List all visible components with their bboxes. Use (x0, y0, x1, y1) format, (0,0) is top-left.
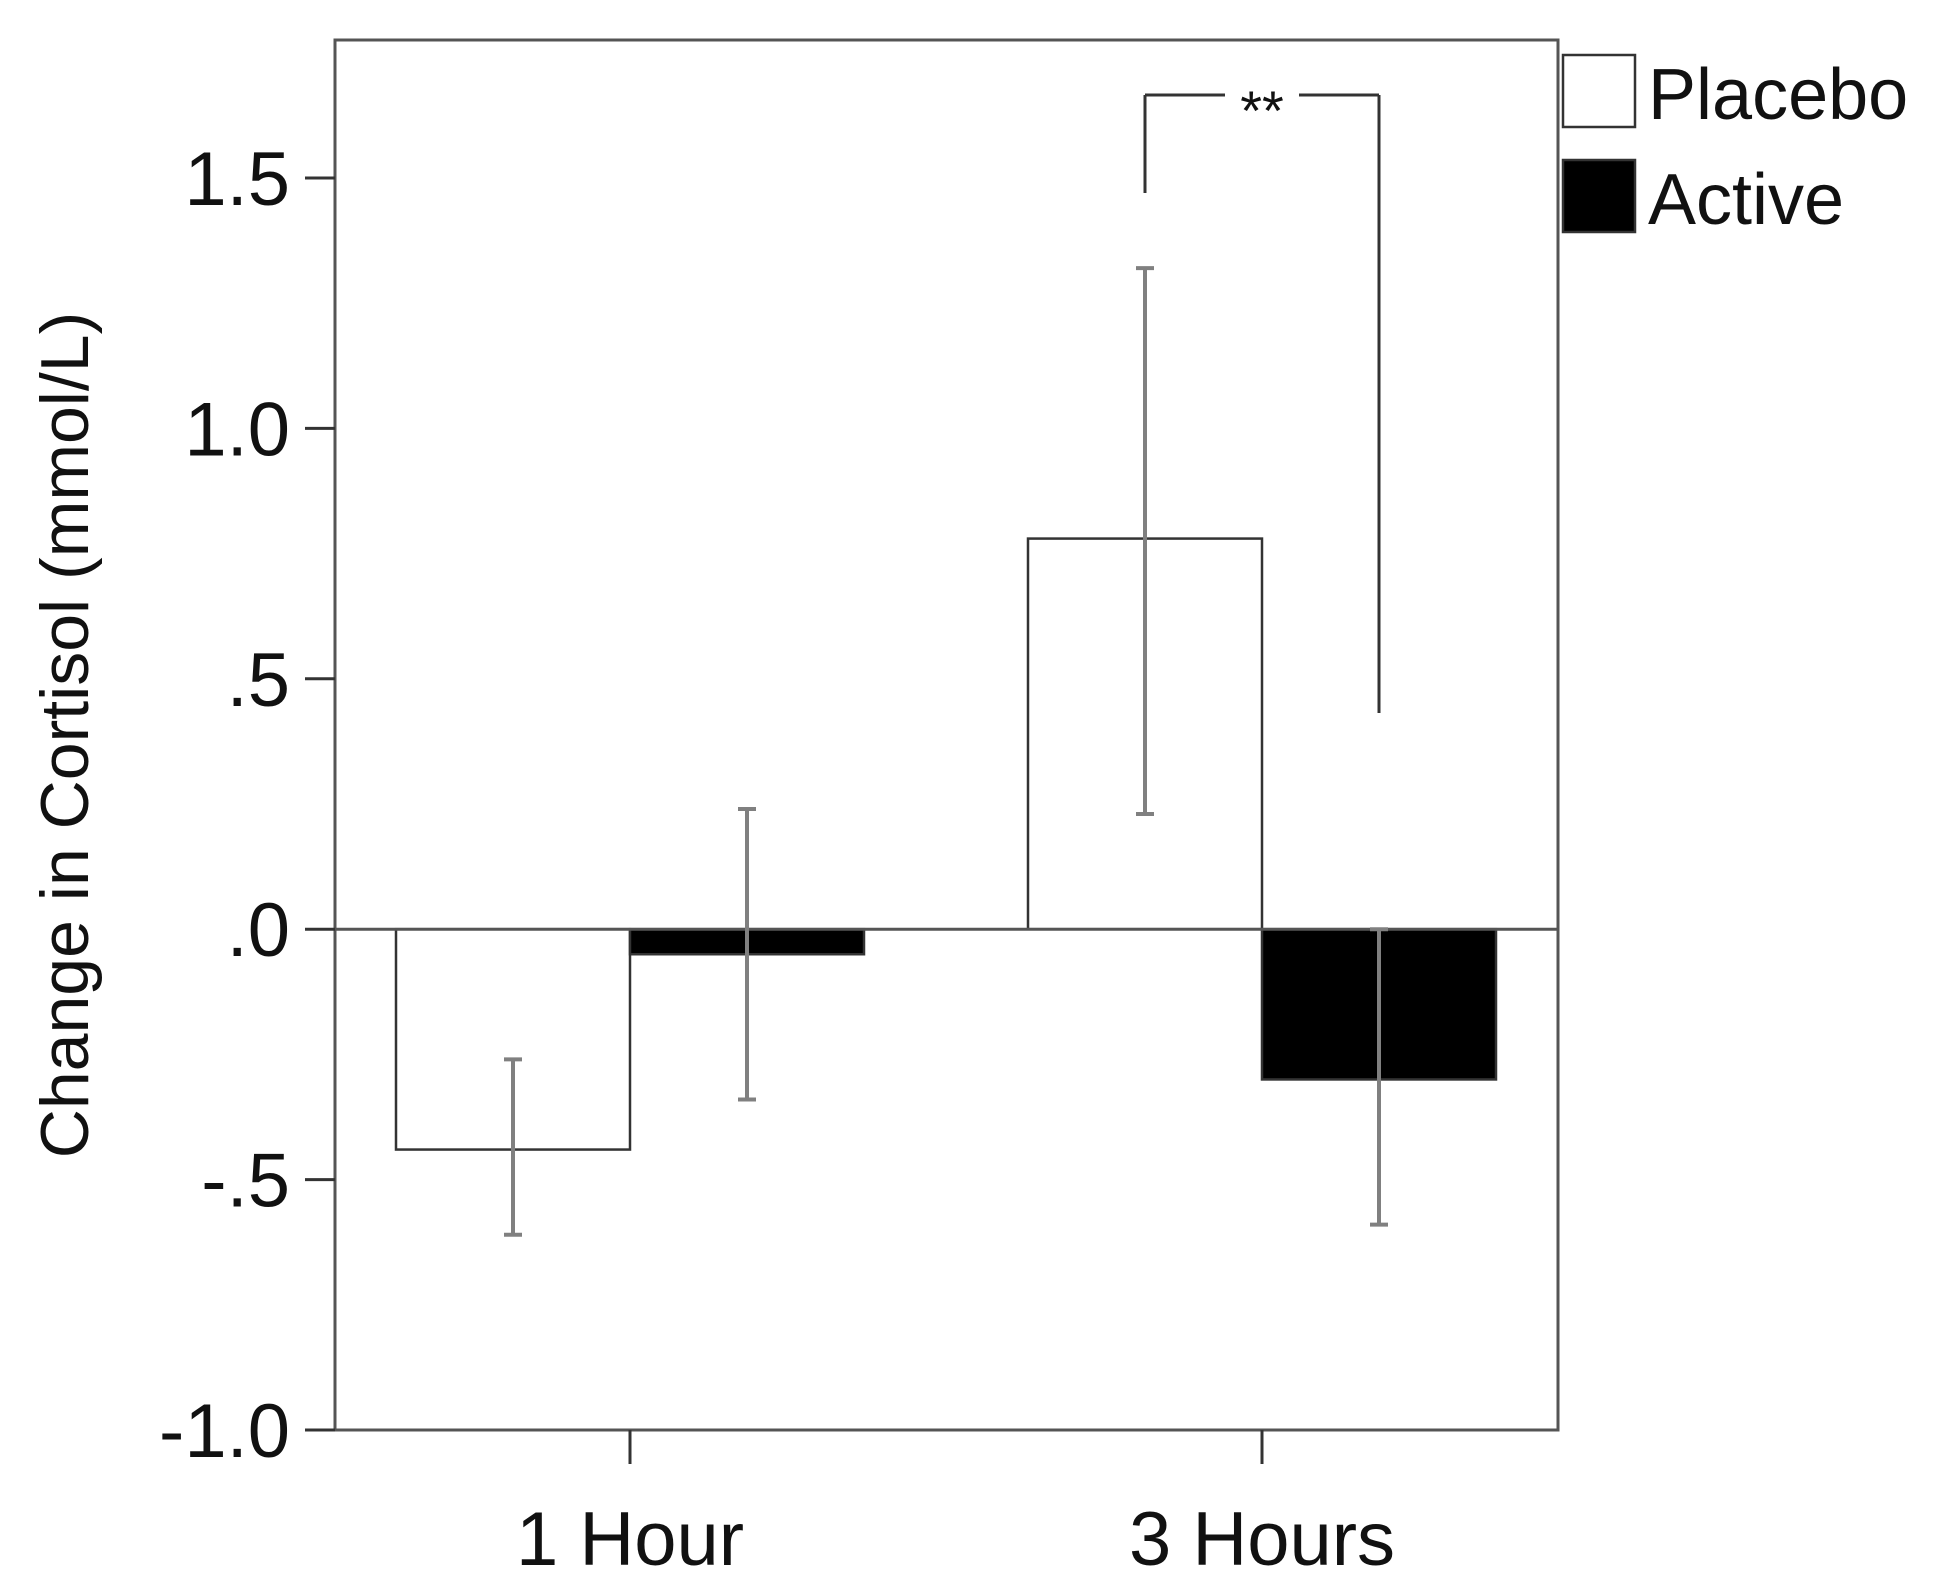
y-tick-label: .0 (227, 888, 290, 973)
plot-frame (333, 38, 1560, 1432)
y-tick-label: 1.5 (184, 137, 290, 222)
x-tick-label: 3 Hours (1129, 1497, 1395, 1582)
legend-swatch-placebo (1561, 53, 1637, 129)
legend: Placebo Active (1561, 53, 1908, 240)
legend-label-active: Active (1648, 160, 1844, 240)
error-bars-layer (504, 266, 1388, 1237)
y-tick-label: -1.0 (159, 1389, 290, 1474)
significance-label: ** (1240, 79, 1284, 142)
x-axis: 1 Hour 3 Hours (516, 1430, 1395, 1582)
y-axis: -1.0 -.5 .0 .5 1.0 1.5 (159, 137, 335, 1474)
y-tick-label: .5 (227, 638, 290, 723)
y-tick-label: 1.0 (184, 387, 290, 472)
y-axis-title: Change in Cortisol (mmol/L) (27, 312, 103, 1159)
y-tick-label: -.5 (201, 1139, 290, 1224)
significance-annotation: ** (1143, 79, 1381, 713)
legend-swatch-active (1561, 158, 1637, 234)
x-tick-label: 1 Hour (516, 1497, 744, 1582)
legend-label-placebo: Placebo (1648, 55, 1908, 135)
